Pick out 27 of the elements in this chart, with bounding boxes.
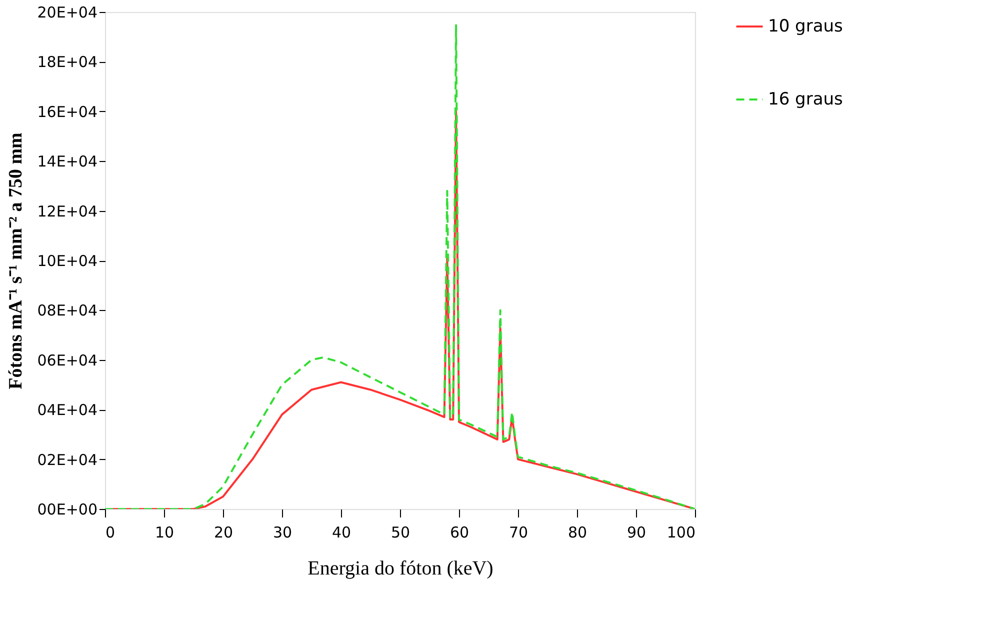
y-tick-label: 00E+00 — [37, 500, 98, 518]
y-axis-title: Fótons mA⁻¹ s⁻¹ mm⁻² a 750 mm — [5, 132, 26, 390]
line-series — [105, 23, 695, 509]
x-tick-label: 100 — [666, 524, 696, 542]
x-tick-label: 0 — [106, 524, 116, 542]
y-tick-label: 16E+04 — [37, 102, 98, 121]
x-tick-label: 60 — [450, 524, 470, 542]
x-tick-label: 90 — [626, 524, 646, 542]
y-tick-label: 10E+04 — [37, 252, 98, 270]
y-tick-label: 02E+04 — [37, 450, 98, 469]
x-tick-label: 50 — [390, 524, 410, 542]
x-tick-label: 70 — [508, 524, 528, 542]
y-tick-label: 18E+04 — [37, 53, 98, 72]
x-axis-title: Energia do fóton (keV) — [308, 558, 494, 580]
x-tick-label: 80 — [568, 524, 588, 542]
y-tick-label: 14E+04 — [37, 152, 98, 171]
y-tick-label: 04E+04 — [37, 401, 98, 420]
y-tick-label: 12E+04 — [37, 202, 98, 220]
x-tick-label: 10 — [154, 524, 174, 542]
y-tick-label: 06E+04 — [37, 351, 98, 370]
legend-label: 16 graus — [768, 90, 844, 110]
legend-label: 10 graus — [768, 16, 844, 36]
x-tick-label: 30 — [272, 524, 292, 542]
x-tick-label: 20 — [214, 524, 234, 542]
x-tick-label: 40 — [332, 524, 352, 542]
y-tick-label: 08E+04 — [37, 302, 98, 320]
y-tick-label: 20E+04 — [37, 4, 98, 22]
